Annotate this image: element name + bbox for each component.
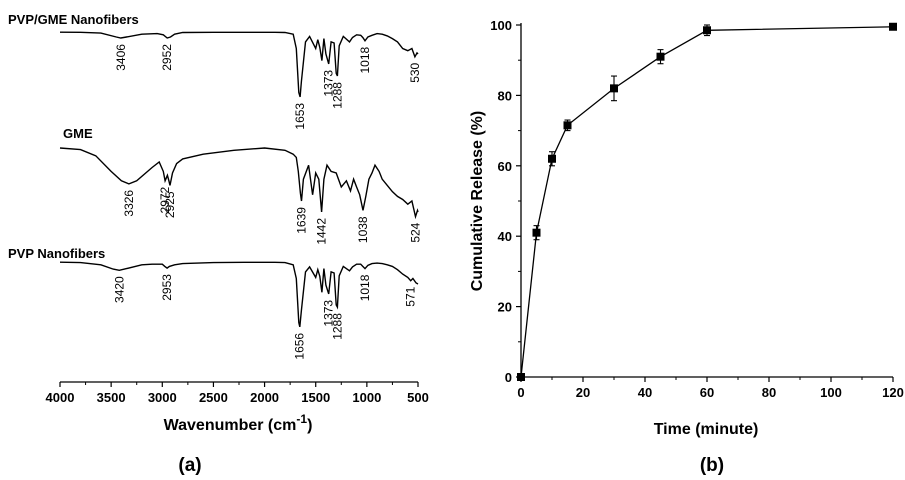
peak-label: 2953	[160, 274, 174, 301]
peak-label: 571	[404, 286, 418, 306]
peak-label: 1442	[315, 218, 329, 245]
peak-label: 3406	[114, 44, 128, 71]
peak-label: 1038	[356, 216, 370, 243]
data-point	[703, 26, 711, 35]
x-axis-title-end: )	[307, 417, 312, 434]
panel-label: (a)	[178, 455, 201, 476]
x-tick-label: 2000	[250, 390, 279, 405]
release-line	[520, 26, 894, 378]
spectrum-line	[59, 147, 419, 220]
release-panel: 0 20 40 60 80 100 120 0 20 40 60 80 100 Time (minute)…	[469, 18, 904, 476]
peak-label: 530	[408, 62, 422, 82]
x-axis-title-main: Wavenumber (cm	[164, 417, 297, 434]
y-tick-label: 40	[498, 229, 512, 244]
y-tick-label: 80	[498, 88, 512, 103]
x-tick-label: 3500	[97, 390, 126, 405]
data-point	[548, 154, 556, 163]
peak-label: 1288	[330, 313, 344, 340]
peak-label: 524	[409, 222, 423, 242]
peak-label: 1288	[330, 82, 344, 109]
x-tick-label: 40	[638, 385, 652, 400]
x-tick-label: 120	[882, 385, 904, 400]
x-tick-label: 80	[762, 385, 776, 400]
y-tick-label: 100	[490, 18, 512, 33]
data-point	[532, 228, 541, 237]
y-tick-label: 0	[505, 370, 512, 385]
peak-label: 3326	[122, 190, 136, 217]
x-tick-label: 3000	[148, 390, 177, 405]
y-tick-label: 60	[498, 159, 512, 174]
data-point	[889, 22, 897, 31]
series-label: PVP Nanofibers	[8, 246, 105, 261]
x-tick-label: 60	[700, 385, 714, 400]
x-tick-label: 4000	[46, 390, 75, 405]
data-point	[610, 84, 618, 93]
x-tick-label: 500	[407, 390, 429, 405]
peak-label: 1373	[322, 70, 336, 97]
series-label: PVP/GME Nanofibers	[8, 12, 139, 27]
data-point	[517, 373, 525, 381]
peak-label: 3420	[112, 276, 126, 303]
y-axis-title: Cumulative Release (%)	[469, 111, 486, 292]
x-axis-title-sup: -1	[296, 412, 307, 426]
x-tick-label: 1500	[301, 390, 330, 405]
x-tick-label: 0	[517, 385, 524, 400]
spectrum-line	[59, 261, 419, 328]
peak-label: 1373	[322, 300, 336, 327]
peak-label: 1018	[358, 46, 372, 73]
data-point	[563, 121, 572, 130]
panel-label: (b)	[700, 455, 724, 476]
x-tick-label: 100	[820, 385, 842, 400]
peak-label: 1018	[358, 274, 372, 301]
x-axis-title: Time (minute)	[654, 421, 759, 438]
peak-label: 2925	[163, 191, 177, 218]
x-tick-label: 1000	[352, 390, 381, 405]
x-axis-title: Wavenumber (cm-1)	[164, 412, 313, 434]
x-tick-label: 20	[576, 385, 590, 400]
series-label: GME	[63, 126, 93, 141]
spectrum-line	[59, 31, 419, 98]
peak-label: 1653	[293, 103, 307, 130]
peak-label: 2972	[158, 186, 172, 213]
y-tick-label: 20	[498, 300, 512, 315]
peak-label: 1656	[293, 333, 307, 360]
peak-label: 1639	[294, 207, 308, 234]
x-tick-label: 2500	[199, 390, 228, 405]
data-point	[656, 52, 665, 61]
peak-label: 2952	[160, 44, 174, 71]
